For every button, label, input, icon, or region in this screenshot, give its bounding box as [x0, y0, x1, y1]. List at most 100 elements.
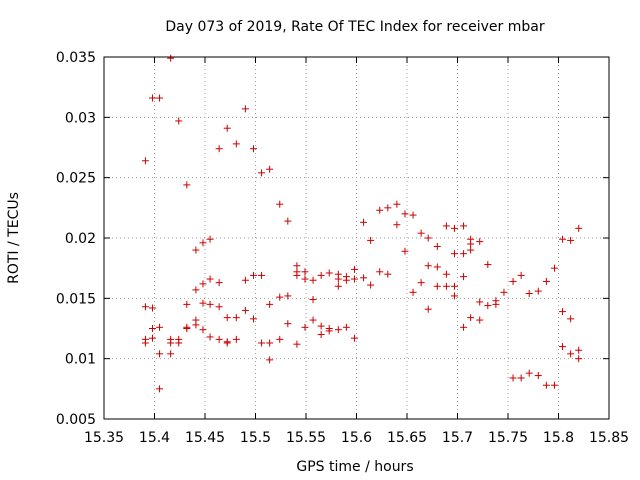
data-point	[266, 339, 274, 347]
data-point	[559, 343, 567, 351]
data-point	[325, 269, 333, 277]
data-point	[442, 270, 450, 278]
axis-ticks: 15.35 15.4 15.45 15.5 15.55 15.6 15.65 15.7 15.7…	[56, 50, 629, 446]
data-point	[442, 222, 450, 230]
data-point	[167, 339, 175, 347]
data-point	[148, 334, 156, 342]
x-tick-label: 15.65	[387, 430, 427, 446]
x-tick-label: 15.45	[185, 430, 225, 446]
data-point	[433, 242, 441, 250]
data-point	[183, 181, 191, 189]
data-point	[424, 234, 432, 242]
data-point	[442, 282, 450, 290]
data-point	[199, 326, 207, 334]
data-point	[183, 325, 191, 332]
data-point	[167, 350, 175, 358]
data-point	[156, 385, 164, 393]
data-point	[232, 314, 240, 322]
data-point	[559, 235, 567, 243]
data-point	[360, 274, 368, 282]
data-point	[525, 290, 533, 298]
data-point	[156, 94, 164, 102]
data-point	[484, 302, 492, 310]
y-tick-label: 0.02	[65, 231, 96, 247]
y-tick-label: 0.03	[65, 110, 96, 126]
data-point	[183, 300, 191, 308]
data-point	[276, 335, 284, 343]
data-point	[309, 296, 317, 304]
data-point	[509, 374, 517, 382]
data-point	[192, 286, 200, 294]
data-point	[350, 275, 358, 283]
data-point	[484, 261, 492, 269]
x-tick-label: 15.55	[286, 430, 326, 446]
data-point	[206, 333, 214, 341]
y-tick-label: 0.005	[56, 412, 96, 428]
data-point	[575, 355, 583, 363]
data-point	[249, 271, 257, 279]
data-point	[293, 340, 301, 348]
data-point	[500, 288, 508, 296]
x-tick-label: 15.35	[84, 430, 124, 446]
data-point	[550, 264, 558, 272]
data-point	[525, 369, 533, 377]
data-point	[199, 299, 207, 307]
data-points	[141, 54, 583, 393]
data-point	[460, 250, 468, 258]
data-point	[141, 157, 149, 165]
x-tick-label: 15.85	[589, 430, 629, 446]
y-tick-label: 0.015	[56, 291, 96, 307]
data-point	[141, 303, 149, 311]
data-point	[567, 236, 575, 244]
data-point	[206, 275, 214, 283]
data-point	[148, 325, 156, 332]
data-point	[334, 326, 342, 334]
data-point	[232, 140, 240, 148]
data-point	[241, 105, 249, 113]
data-point	[223, 314, 231, 322]
data-point	[175, 117, 183, 125]
chart-title: Day 073 of 2019, Rate Of TEC Index for r…	[165, 19, 544, 35]
data-point	[575, 346, 583, 354]
y-tick-label: 0.01	[65, 352, 96, 368]
data-point	[334, 282, 342, 290]
x-tick-label: 15.8	[543, 430, 574, 446]
data-point	[148, 304, 156, 312]
data-point	[167, 54, 175, 62]
data-point	[384, 270, 392, 278]
data-point	[215, 279, 223, 287]
data-point	[476, 298, 484, 306]
data-point	[476, 238, 484, 246]
data-point	[266, 165, 274, 173]
data-point	[284, 217, 292, 225]
data-point	[293, 262, 301, 270]
data-point	[542, 381, 550, 389]
data-point	[215, 145, 223, 153]
data-point	[460, 323, 468, 331]
data-point	[350, 334, 358, 342]
data-point	[175, 339, 183, 347]
data-point	[284, 292, 292, 300]
data-point	[241, 276, 249, 284]
data-point	[467, 240, 475, 248]
data-point	[317, 322, 325, 330]
data-point	[424, 305, 432, 313]
data-point	[467, 246, 475, 254]
data-point	[223, 339, 231, 347]
data-point	[450, 292, 458, 300]
data-point	[492, 300, 500, 308]
data-point	[409, 288, 417, 296]
data-point	[376, 268, 384, 276]
data-point	[559, 308, 567, 316]
data-point	[393, 221, 401, 229]
data-point	[460, 273, 468, 281]
data-point	[417, 229, 425, 237]
data-point	[367, 236, 375, 244]
data-point	[223, 124, 231, 132]
data-point	[401, 210, 409, 218]
data-point	[284, 320, 292, 328]
data-point	[567, 350, 575, 358]
x-tick-label: 15.6	[341, 430, 372, 446]
y-tick-label: 0.025	[56, 171, 96, 187]
